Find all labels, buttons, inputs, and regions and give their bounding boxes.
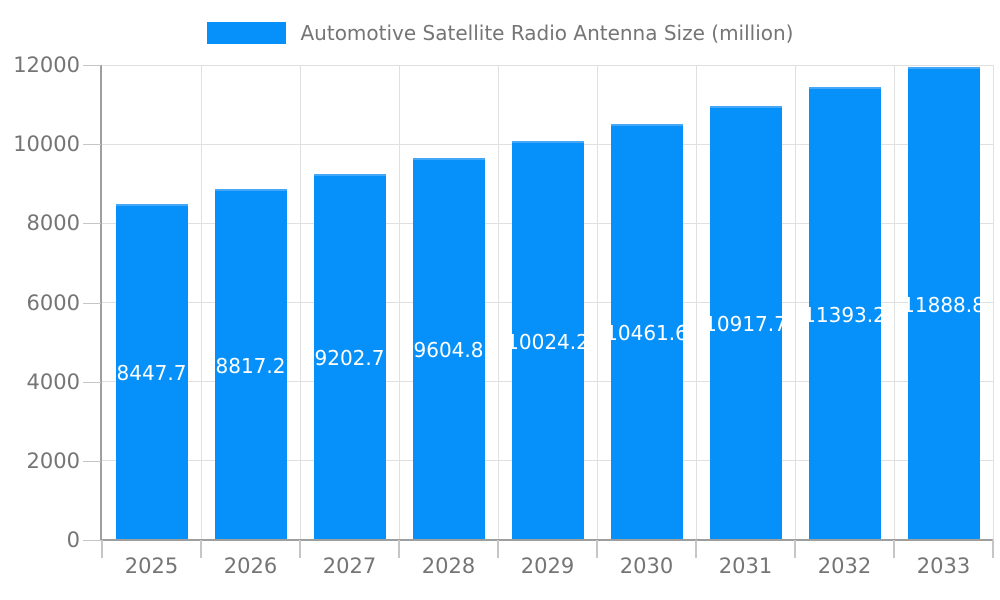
bar: 11393.2 bbox=[808, 87, 881, 540]
bar: 8447.7 bbox=[115, 203, 188, 540]
bar-value-label: 11393.2 bbox=[809, 302, 881, 327]
gridline-vertical bbox=[794, 65, 796, 540]
x-axis-tick-label: 2031 bbox=[718, 554, 773, 578]
x-axis-tick bbox=[794, 540, 796, 558]
x-axis-tick bbox=[200, 540, 202, 558]
gridline-vertical bbox=[596, 65, 598, 540]
y-axis-tick-label: 4000 bbox=[26, 369, 80, 394]
bar: 10917.7 bbox=[709, 105, 782, 540]
gridline-vertical bbox=[893, 65, 895, 540]
bar-value-label: 11888.8 bbox=[908, 292, 980, 317]
y-axis-tick bbox=[83, 223, 101, 225]
x-axis-line bbox=[100, 539, 993, 541]
bar-value-label: 8447.7 bbox=[116, 360, 187, 385]
plot-area: 8447.7 8817.2 9202.7 9604.8 10024.2 10461.6 10… bbox=[102, 64, 994, 540]
y-axis-line bbox=[100, 65, 102, 540]
x-axis-tick-label: 2033 bbox=[916, 554, 971, 578]
x-axis-tick bbox=[398, 540, 400, 558]
bar: 8817.2 bbox=[214, 189, 287, 540]
y-axis-tick bbox=[83, 65, 101, 66]
legend-swatch bbox=[206, 22, 286, 44]
x-axis-tick bbox=[596, 540, 598, 558]
y-axis-tick-label: 12000 bbox=[13, 53, 80, 77]
gridline-vertical bbox=[497, 65, 499, 540]
x-axis-tick-label: 2025 bbox=[124, 554, 179, 578]
y-axis-tick bbox=[83, 460, 101, 462]
y-axis-tick bbox=[83, 302, 101, 304]
bar-value-label: 9202.7 bbox=[314, 345, 385, 370]
y-axis-tick-label: 0 bbox=[66, 528, 80, 552]
x-axis-tick bbox=[992, 540, 994, 558]
y-axis-tick bbox=[83, 381, 101, 383]
legend: Automotive Satellite Radio Antenna Size … bbox=[0, 21, 1000, 45]
gridline-vertical bbox=[398, 65, 400, 540]
y-axis-tick-label: 10000 bbox=[13, 132, 80, 157]
x-axis-tick bbox=[893, 540, 895, 558]
bar: 11888.8 bbox=[907, 67, 980, 540]
gridline-vertical bbox=[299, 65, 301, 540]
gridline-vertical bbox=[695, 65, 697, 540]
x-axis-tick-label: 2032 bbox=[817, 554, 872, 578]
x-axis-tick bbox=[497, 540, 499, 558]
y-axis-tick bbox=[83, 540, 101, 541]
y-axis-tick-label: 6000 bbox=[26, 290, 80, 315]
y-axis-tick-label: 8000 bbox=[26, 211, 80, 236]
bar-value-label: 10917.7 bbox=[710, 311, 782, 336]
bar-value-label: 10024.2 bbox=[512, 329, 584, 354]
bar-value-label: 8817.2 bbox=[215, 353, 286, 378]
x-axis-tick-label: 2028 bbox=[421, 554, 476, 578]
x-axis-tick-label: 2029 bbox=[520, 554, 575, 578]
bar: 10024.2 bbox=[511, 141, 584, 540]
x-axis-tick-label: 2026 bbox=[223, 554, 278, 578]
y-axis-tick-label: 2000 bbox=[26, 448, 80, 473]
bar: 9202.7 bbox=[313, 173, 386, 540]
bar: 9604.8 bbox=[412, 157, 485, 540]
y-axis-tick bbox=[83, 144, 101, 146]
bar-value-label: 9604.8 bbox=[413, 337, 484, 362]
x-axis-tick bbox=[299, 540, 301, 558]
bar-value-label: 10461.6 bbox=[611, 320, 683, 345]
x-axis-tick bbox=[695, 540, 697, 558]
x-axis-tick-label: 2027 bbox=[322, 554, 377, 578]
gridline-vertical bbox=[200, 65, 202, 540]
gridline-horizontal bbox=[102, 64, 993, 66]
x-axis-tick-label: 2030 bbox=[619, 554, 674, 578]
bar: 10461.6 bbox=[610, 123, 683, 540]
x-axis-tick bbox=[101, 540, 103, 558]
gridline-vertical bbox=[992, 65, 994, 540]
legend-label: Automotive Satellite Radio Antenna Size … bbox=[300, 21, 794, 45]
